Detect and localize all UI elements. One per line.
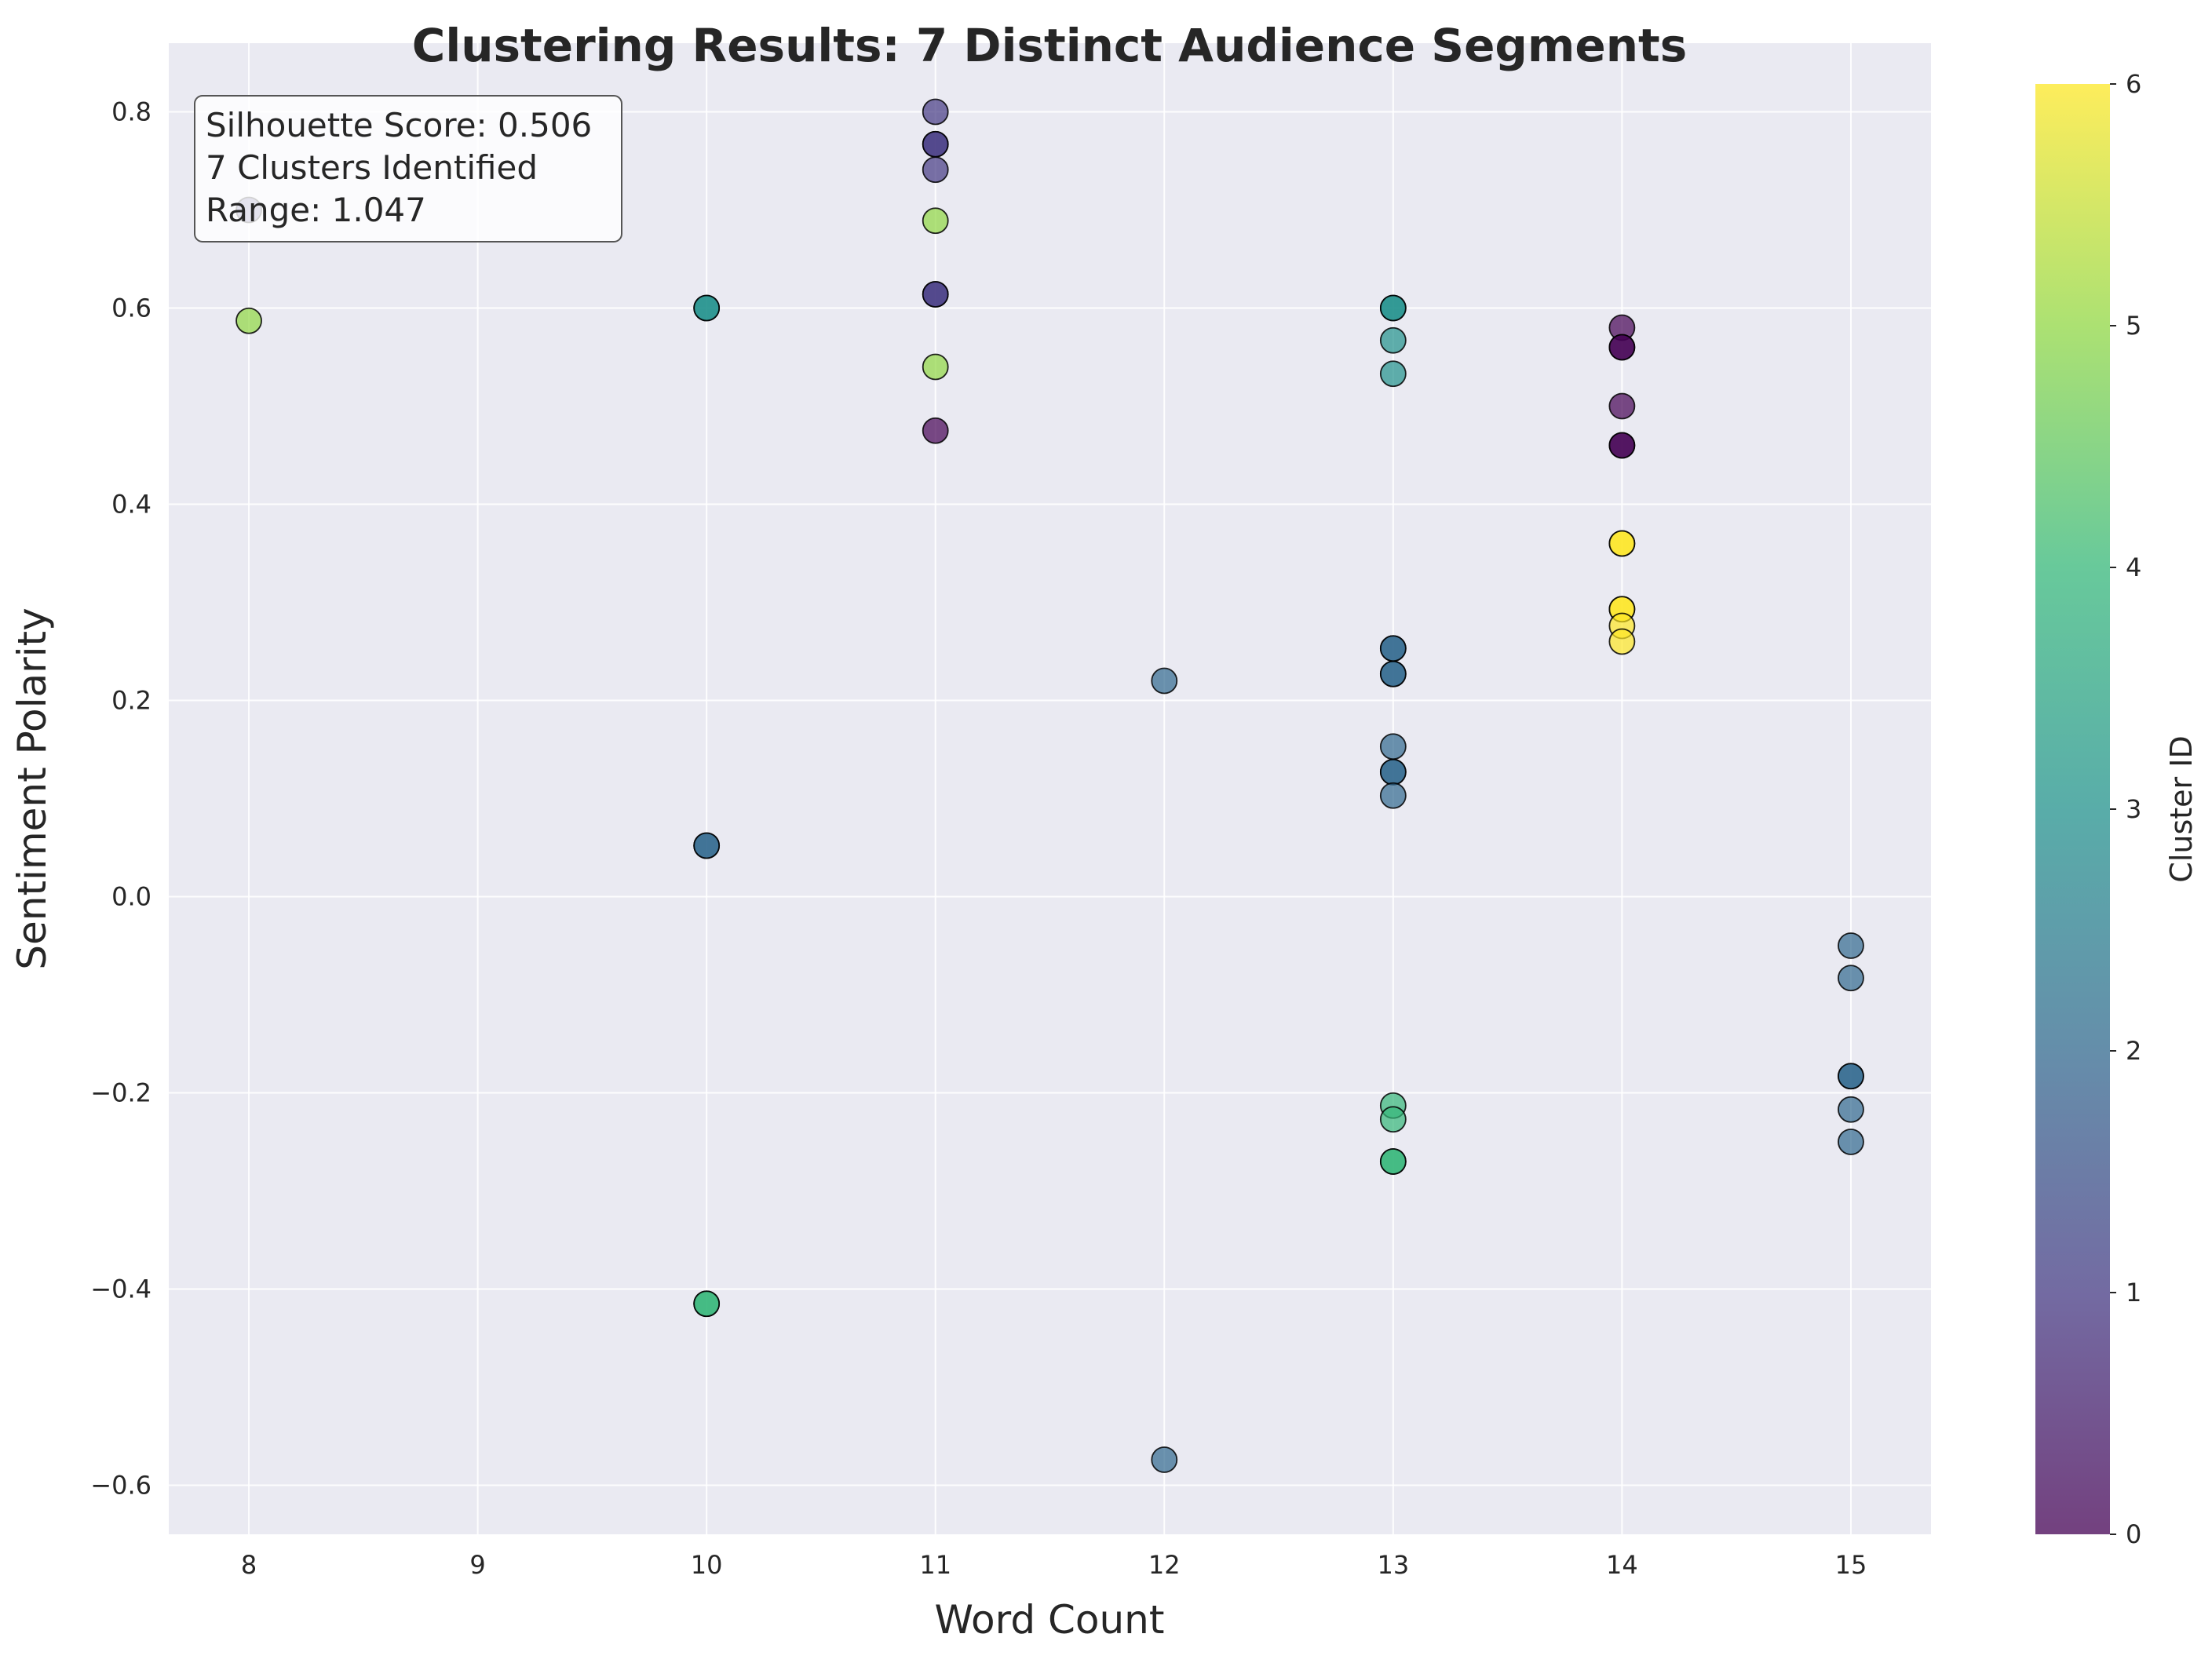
data-point [1379, 326, 1407, 354]
x-tick-label: 14 [1606, 1550, 1638, 1580]
x-tick-label: 8 [241, 1550, 257, 1580]
data-point [693, 832, 721, 859]
plot-area [169, 43, 1931, 1534]
data-point [922, 130, 949, 158]
x-axis-ticks: 8 9 10 11 12 13 14 15 [241, 1550, 1867, 1580]
colorbar-title: Cluster ID [2164, 735, 2199, 882]
y-tick-label: 0.2 [111, 686, 151, 716]
y-tick-label: 0.0 [111, 882, 151, 912]
y-tick-label: −0.6 [90, 1471, 151, 1501]
colorbar-tick-label: 1 [2126, 1278, 2141, 1307]
x-tick-label: 10 [691, 1550, 723, 1580]
data-point [1838, 1063, 1864, 1090]
colorbar-gradient [2035, 84, 2110, 1534]
info-line-range: Range: 1.047 [206, 191, 426, 229]
colorbar-tick-label: 6 [2126, 69, 2141, 99]
chart-title: Clustering Results: 7 Distinct Audience … [412, 19, 1687, 72]
data-point [1838, 965, 1864, 992]
x-axis-title: Word Count [935, 1597, 1165, 1643]
y-axis-ticks: −0.6 −0.4 −0.2 0.0 0.2 0.4 0.6 0.8 [90, 97, 151, 1501]
y-tick-label: −0.4 [90, 1275, 151, 1304]
info-line-silhouette: Silhouette Score: 0.506 [206, 106, 592, 144]
x-tick-label: 15 [1835, 1550, 1867, 1580]
data-point [1151, 1446, 1178, 1473]
y-tick-label: 0.8 [111, 97, 151, 127]
data-point [1608, 334, 1636, 361]
data-point [1379, 1106, 1407, 1133]
y-tick-label: 0.4 [111, 490, 151, 520]
data-point [1379, 660, 1407, 687]
colorbar-ticks: 0 1 2 3 4 5 6 [2110, 69, 2141, 1549]
info-line-clusters: 7 Clusters Identified [206, 148, 538, 187]
x-tick-label: 12 [1148, 1550, 1181, 1580]
data-point [1838, 932, 1864, 959]
colorbar: 0 1 2 3 4 5 6 Cluster ID [2035, 69, 2199, 1549]
data-point [1608, 392, 1636, 420]
data-point [922, 156, 949, 184]
data-point [235, 307, 262, 334]
x-tick-label: 11 [919, 1550, 951, 1580]
data-point [693, 1290, 721, 1318]
colorbar-tick-label: 0 [2126, 1519, 2141, 1549]
data-point [1608, 530, 1636, 557]
data-point [922, 98, 949, 126]
y-tick-label: 0.6 [111, 294, 151, 323]
data-point [1379, 733, 1407, 760]
data-point [1151, 667, 1178, 695]
colorbar-tick-label: 2 [2126, 1036, 2141, 1066]
data-point [1379, 294, 1407, 322]
data-point [922, 353, 949, 381]
data-point [1379, 782, 1407, 809]
colorbar-tick-label: 3 [2126, 794, 2141, 824]
y-tick-label: −0.2 [90, 1078, 151, 1108]
data-points [235, 98, 1864, 1473]
data-point [693, 294, 721, 322]
y-axis-title: Sentiment Polarity [9, 607, 55, 969]
data-point [1379, 360, 1407, 388]
colorbar-tick-label: 5 [2126, 311, 2141, 341]
x-tick-label: 13 [1377, 1550, 1409, 1580]
info-box: Silhouette Score: 0.506 7 Clusters Ident… [194, 95, 622, 243]
data-point [1379, 758, 1407, 786]
colorbar-tick-label: 4 [2126, 553, 2141, 582]
data-point [922, 207, 949, 235]
data-point [1379, 1148, 1407, 1175]
info-box-frame [194, 95, 622, 243]
data-point [1608, 432, 1636, 459]
data-point [1608, 628, 1636, 655]
x-tick-label: 9 [469, 1550, 485, 1580]
data-point [1379, 635, 1407, 662]
data-point [1838, 1129, 1864, 1155]
data-point [922, 281, 949, 308]
data-point [1838, 1096, 1864, 1123]
data-point [922, 417, 949, 444]
